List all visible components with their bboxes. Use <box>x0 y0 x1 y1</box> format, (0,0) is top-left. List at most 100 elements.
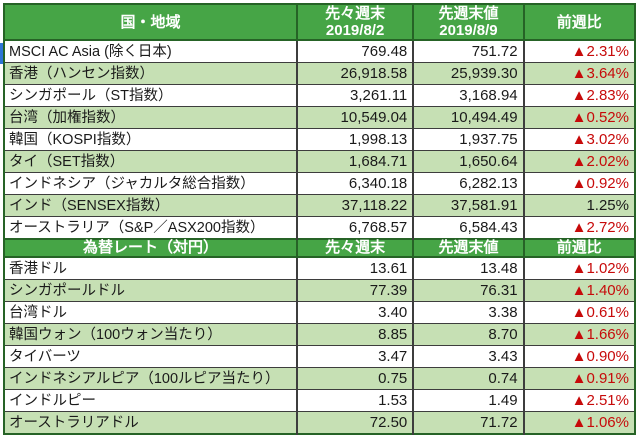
row-label[interactable]: シンガポール（ST指数） <box>3 84 298 107</box>
table-row: インドネシアルピア（100ルピア当たり） 0.75 0.74 ▲0.91% <box>3 367 636 390</box>
prev-week-value[interactable]: 1.53 <box>295 389 414 412</box>
header-prev-week[interactable]: 先々週末 2019/8/2 <box>295 3 415 41</box>
prev-week-value[interactable]: 13.61 <box>295 256 414 280</box>
header-fx-prev-week[interactable]: 先々週末 <box>295 238 415 258</box>
last-week-value[interactable]: 1,650.64 <box>412 150 525 173</box>
row-label[interactable]: 香港（ハンセン指数） <box>3 62 298 85</box>
row-label[interactable]: MSCI AC Asia (除く日本) <box>3 39 298 63</box>
wow-change-value[interactable]: ▲2.51% <box>522 389 636 412</box>
wow-change-value[interactable]: ▲0.90% <box>522 345 636 368</box>
wow-change-value[interactable]: ▲1.02% <box>522 256 636 280</box>
prev-week-value[interactable]: 6,768.57 <box>295 216 414 240</box>
stock-index-section: 国・地域 先々週末 2019/8/2 先週末値 2019/8/9 前週比 MSC… <box>3 3 637 240</box>
row-label[interactable]: 台湾（加権指数） <box>3 106 298 129</box>
row-label[interactable]: シンガポールドル <box>3 279 298 302</box>
row-label[interactable]: 韓国（KOSPI指数） <box>3 128 298 151</box>
last-week-value[interactable]: 37,581.91 <box>412 194 525 217</box>
row-label[interactable]: インド（SENSEX指数） <box>3 194 298 217</box>
table-row: シンガポールドル 77.39 76.31 ▲1.40% <box>3 279 636 302</box>
wow-change-value[interactable]: ▲0.61% <box>522 301 636 324</box>
last-week-value[interactable]: 6,584.43 <box>412 216 525 240</box>
header-last-week[interactable]: 先週末値 2019/8/9 <box>412 3 525 41</box>
row-label[interactable]: インドネシアルピア（100ルピア当たり） <box>3 367 298 390</box>
wow-change-value[interactable]: ▲2.83% <box>522 84 636 107</box>
fx-rate-section: 為替レート（対円） 先々週末 先週末値 前週比 香港ドル 13.61 13.48… <box>3 238 637 435</box>
header-fx-last-week[interactable]: 先週末値 <box>412 238 525 258</box>
wow-change-value[interactable]: ▲0.52% <box>522 106 636 129</box>
table-row: MSCI AC Asia (除く日本) 769.48 751.72 ▲2.31% <box>3 39 636 63</box>
last-week-value[interactable]: 25,939.30 <box>412 62 525 85</box>
row-label[interactable]: タイバーツ <box>3 345 298 368</box>
table-row: 台湾ドル 3.40 3.38 ▲0.61% <box>3 301 636 324</box>
header-region[interactable]: 国・地域 <box>3 3 298 41</box>
wow-change-value[interactable]: ▲2.02% <box>522 150 636 173</box>
prev-week-value[interactable]: 72.50 <box>295 411 414 435</box>
last-week-value[interactable]: 71.72 <box>412 411 525 435</box>
prev-week-value[interactable]: 3.40 <box>295 301 414 324</box>
table-row: 香港ドル 13.61 13.48 ▲1.02% <box>3 256 636 280</box>
header-fx-region[interactable]: 為替レート（対円） <box>3 238 298 258</box>
table-row: 香港（ハンセン指数） 26,918.58 25,939.30 ▲3.64% <box>3 62 636 85</box>
last-week-value[interactable]: 10,494.49 <box>412 106 525 129</box>
header-fx-wow-change[interactable]: 前週比 <box>522 238 637 258</box>
prev-week-value[interactable]: 769.48 <box>295 39 414 63</box>
prev-week-value[interactable]: 0.75 <box>295 367 414 390</box>
stock-header-row: 国・地域 先々週末 2019/8/2 先週末値 2019/8/9 前週比 <box>3 3 637 41</box>
wow-change-value[interactable]: ▲0.91% <box>522 367 636 390</box>
prev-week-value[interactable]: 10,549.04 <box>295 106 414 129</box>
row-label[interactable]: タイ（SET指数） <box>3 150 298 173</box>
row-label[interactable]: 韓国ウォン（100ウォン当たり） <box>3 323 298 346</box>
prev-week-value[interactable]: 1,998.13 <box>295 128 414 151</box>
last-week-value[interactable]: 1.49 <box>412 389 525 412</box>
wow-change-value[interactable]: ▲2.31% <box>522 39 636 63</box>
prev-week-value[interactable]: 8.85 <box>295 323 414 346</box>
last-week-value[interactable]: 6,282.13 <box>412 172 525 195</box>
wow-change-value[interactable]: ▲1.06% <box>522 411 636 435</box>
row-label[interactable]: オーストラリア（S&P／ASX200指数） <box>3 216 298 240</box>
prev-week-value[interactable]: 26,918.58 <box>295 62 414 85</box>
wow-change-value[interactable]: ▲1.40% <box>522 279 636 302</box>
prev-week-value[interactable]: 1,684.71 <box>295 150 414 173</box>
prev-week-value[interactable]: 37,118.22 <box>295 194 414 217</box>
header-last-week-date: 2019/8/9 <box>439 22 498 39</box>
table-row: インドルピー 1.53 1.49 ▲2.51% <box>3 389 636 412</box>
table-row: タイバーツ 3.47 3.43 ▲0.90% <box>3 345 636 368</box>
row-label[interactable]: 香港ドル <box>3 256 298 280</box>
last-week-value[interactable]: 76.31 <box>412 279 525 302</box>
last-week-value[interactable]: 13.48 <box>412 256 525 280</box>
row-label[interactable]: オーストラリアドル <box>3 411 298 435</box>
cell-cursor-mark <box>0 43 3 64</box>
fx-header-row: 為替レート（対円） 先々週末 先週末値 前週比 <box>3 238 637 258</box>
header-prev-week-date: 2019/8/2 <box>325 22 385 39</box>
last-week-value[interactable]: 8.70 <box>412 323 525 346</box>
prev-week-value[interactable]: 6,340.18 <box>295 172 414 195</box>
table-row: 韓国（KOSPI指数） 1,998.13 1,937.75 ▲3.02% <box>3 128 636 151</box>
last-week-value[interactable]: 751.72 <box>412 39 525 63</box>
row-label[interactable]: インドネシア（ジャカルタ総合指数） <box>3 172 298 195</box>
header-wow-change[interactable]: 前週比 <box>522 3 637 41</box>
table-row: シンガポール（ST指数） 3,261.11 3,168.94 ▲2.83% <box>3 84 636 107</box>
last-week-value[interactable]: 3.38 <box>412 301 525 324</box>
prev-week-value[interactable]: 77.39 <box>295 279 414 302</box>
table-row: インドネシア（ジャカルタ総合指数） 6,340.18 6,282.13 ▲0.9… <box>3 172 636 195</box>
prev-week-value[interactable]: 3.47 <box>295 345 414 368</box>
last-week-value[interactable]: 0.74 <box>412 367 525 390</box>
wow-change-value[interactable]: ▲3.02% <box>522 128 636 151</box>
table-row: タイ（SET指数） 1,684.71 1,650.64 ▲2.02% <box>3 150 636 173</box>
prev-week-value[interactable]: 3,261.11 <box>295 84 414 107</box>
table-row: 韓国ウォン（100ウォン当たり） 8.85 8.70 ▲1.66% <box>3 323 636 346</box>
row-label[interactable]: インドルピー <box>3 389 298 412</box>
wow-change-value[interactable]: ▲0.92% <box>522 172 636 195</box>
wow-change-value[interactable]: ▲2.72% <box>522 216 636 240</box>
last-week-value[interactable]: 3.43 <box>412 345 525 368</box>
header-prev-week-label: 先々週末 <box>325 5 386 22</box>
row-label[interactable]: 台湾ドル <box>3 301 298 324</box>
last-week-value[interactable]: 3,168.94 <box>412 84 525 107</box>
wow-change-value[interactable]: ▲3.64% <box>522 62 636 85</box>
wow-change-value[interactable]: 1.25% <box>522 194 636 217</box>
table-row: インド（SENSEX指数） 37,118.22 37,581.91 1.25% <box>3 194 636 217</box>
wow-change-value[interactable]: ▲1.66% <box>522 323 636 346</box>
last-week-value[interactable]: 1,937.75 <box>412 128 525 151</box>
table-row: オーストラリア（S&P／ASX200指数） 6,768.57 6,584.43 … <box>3 216 636 240</box>
